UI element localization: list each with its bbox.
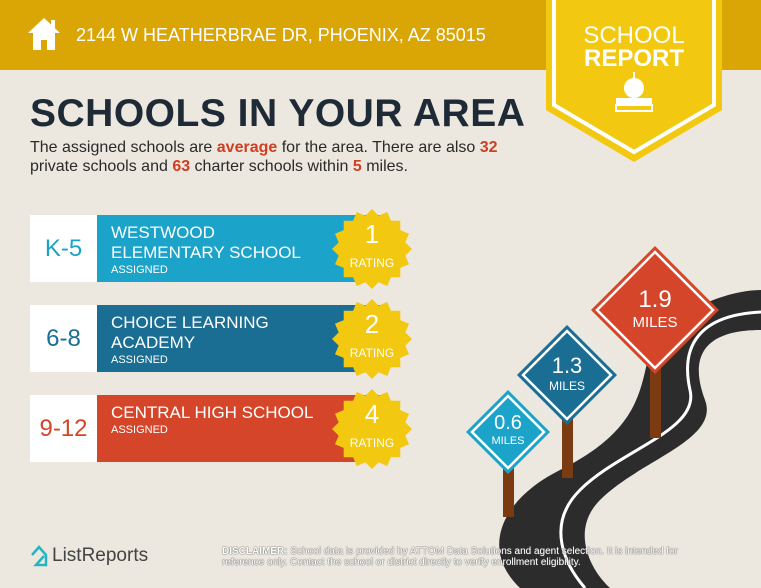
rating-label: RATING	[349, 346, 395, 360]
rating-value: 1	[364, 219, 380, 249]
property-address: 2144 W HEATHERBRAE DR, PHOENIX, AZ 85015	[76, 25, 486, 45]
logo-house-icon	[31, 545, 48, 567]
school-name: CHOICE LEARNING ACADEMY	[111, 313, 269, 352]
intro-text: The assigned schools are average for the…	[30, 139, 498, 175]
apple-on-book-icon	[615, 72, 653, 112]
page-title: SCHOOLS IN YOUR AREA	[30, 92, 526, 135]
school-row: K-5 WESTWOOD ELEMENTARY SCHOOL ASSIGNED 1…	[30, 209, 412, 289]
school-status: ASSIGNED	[111, 424, 168, 436]
sign-border	[521, 329, 613, 421]
school-report-badge	[546, 0, 722, 162]
starburst-icon	[332, 209, 412, 289]
listreports-logo: ListReports	[30, 545, 148, 567]
school-row: 6-8 CHOICE LEARNING ACADEMY ASSIGNED 2 RAT…	[30, 299, 412, 379]
disclaimer: DISCLAIMER: School data is provided by A…	[222, 546, 678, 568]
school-row: 9-12 CENTRAL HIGH SCHOOL ASSIGNED 4 RATING	[30, 389, 412, 469]
road-line	[559, 310, 761, 588]
distance-sign	[517, 325, 617, 425]
distance-unit: MILES	[632, 314, 678, 331]
rating-badge: 1 RATING	[332, 209, 412, 289]
grade-range: K-5	[30, 215, 97, 282]
distance-sign	[591, 246, 719, 374]
starburst-icon	[332, 299, 412, 379]
distance-label: 1.3 MILES	[527, 353, 607, 393]
grade-range: 9-12	[30, 395, 97, 462]
school-status: ASSIGNED	[111, 354, 168, 366]
rating-badge: 2 RATING	[332, 299, 412, 379]
distance-value: 1.9	[638, 286, 672, 313]
rating-value: 4	[364, 399, 380, 429]
sign-post	[562, 400, 573, 478]
starburst-icon	[332, 389, 412, 469]
distance-value: 0.6	[494, 412, 522, 434]
sign-post	[503, 450, 514, 517]
sign-border	[470, 394, 546, 470]
rating-badge: 4 RATING	[332, 389, 412, 469]
sign-border	[595, 250, 715, 370]
house-icon	[28, 18, 60, 50]
sign-post	[650, 330, 661, 438]
school-name: WESTWOOD ELEMENTARY SCHOOL	[111, 223, 301, 262]
distance-label: 1.9 MILES	[615, 286, 695, 331]
rating-label: RATING	[349, 256, 395, 270]
grade-range: 6-8	[30, 305, 97, 372]
distance-unit: MILES	[491, 435, 525, 447]
distance-unit: MILES	[548, 379, 585, 393]
distance-value: 1.3	[551, 353, 583, 378]
school-name: CENTRAL HIGH SCHOOL	[111, 403, 314, 422]
badge-title: SCHOOL REPORT	[583, 22, 685, 72]
distance-sign	[466, 390, 550, 474]
rating-label: RATING	[349, 436, 395, 450]
school-info: WESTWOOD ELEMENTARY SCHOOL ASSIGNED	[97, 215, 380, 282]
school-status: ASSIGNED	[111, 264, 168, 276]
rating-value: 2	[364, 309, 380, 339]
distance-label: 0.6 MILES	[468, 412, 548, 447]
